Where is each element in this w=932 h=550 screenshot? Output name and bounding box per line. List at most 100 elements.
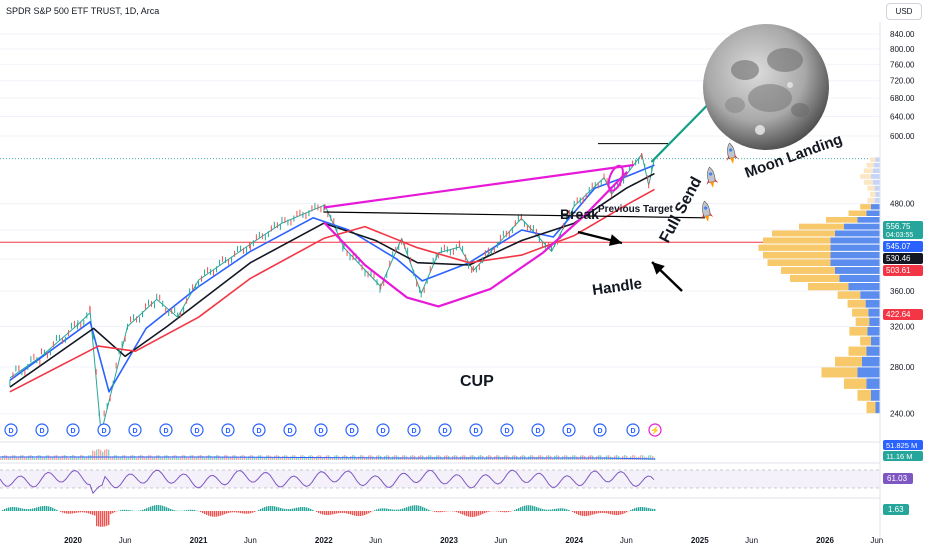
profile-bar-down	[871, 389, 880, 401]
macd-bar	[408, 506, 410, 511]
macd-bar	[248, 511, 250, 514]
price-label: 556.75	[886, 222, 911, 231]
volume-bar	[226, 455, 228, 460]
macd-bar	[488, 511, 490, 512]
macd-bar	[354, 511, 356, 516]
macd-bar	[42, 506, 44, 511]
macd-bar	[252, 511, 254, 513]
macd-bar	[576, 511, 578, 515]
volume-bar	[84, 457, 86, 460]
volume-bar	[424, 457, 426, 460]
target-arrow	[650, 91, 722, 163]
macd-bar	[636, 507, 638, 511]
macd-bar	[82, 511, 84, 513]
macd-bar	[424, 507, 426, 511]
currency-button[interactable]: USD	[886, 3, 922, 20]
x-tick-label: 2026	[816, 536, 834, 545]
volume-bar	[634, 455, 636, 460]
macd-bar	[544, 509, 546, 511]
volume-bar	[386, 455, 388, 460]
volume-bar	[408, 457, 410, 460]
volume-bar	[548, 455, 550, 460]
volume-bar	[324, 456, 326, 460]
profile-bar-up	[849, 326, 868, 336]
macd-bar	[50, 507, 52, 511]
volume-bar	[10, 456, 12, 460]
macd-bar	[34, 507, 36, 511]
profile-bar-down	[868, 308, 880, 317]
dividend-marker-label: D	[8, 428, 13, 435]
macd-bar	[266, 506, 268, 511]
price-label-box	[883, 265, 923, 276]
profile-bar-down	[871, 204, 880, 210]
volume-bar	[24, 456, 26, 460]
macd-bar	[310, 508, 312, 511]
volume-bar	[500, 456, 502, 460]
macd-bar	[282, 508, 284, 511]
volume-bar	[358, 456, 360, 460]
macd-bar	[336, 511, 338, 514]
volume-bar	[372, 456, 374, 460]
volume-bar	[494, 456, 496, 460]
volume-bar	[446, 455, 448, 460]
macd-bar	[556, 508, 558, 511]
macd-bar	[54, 508, 56, 511]
volume-bar	[310, 455, 312, 460]
volume-bar	[2, 455, 4, 460]
volume-bar	[554, 455, 556, 460]
macd-bar	[378, 508, 380, 511]
dividend-marker-label: D	[39, 428, 44, 435]
volume-bar	[326, 455, 328, 460]
volume-bar	[118, 457, 120, 460]
volume-bar	[52, 456, 54, 460]
macd-bar	[88, 511, 90, 514]
macd-bar	[204, 511, 206, 515]
x-tick-label: 2020	[64, 536, 82, 545]
volume-bar	[26, 457, 28, 460]
macd-bar	[276, 506, 278, 511]
volume-bar	[562, 456, 564, 460]
volume-bar	[334, 455, 336, 460]
macd-bar	[404, 507, 406, 511]
macd-bar	[190, 509, 192, 511]
volume-bar	[602, 457, 604, 460]
macd-bar	[104, 511, 106, 527]
macd-bar	[558, 508, 560, 511]
volume-bar	[104, 449, 106, 460]
volume-bar	[266, 455, 268, 460]
volume-bar	[32, 456, 34, 460]
volume-bar	[242, 455, 244, 460]
volume-bar	[296, 456, 298, 460]
dividend-marker-label: D	[504, 428, 509, 435]
volume-bar	[642, 455, 644, 460]
macd-bar	[590, 511, 592, 516]
macd-bar	[562, 508, 564, 511]
volume-bar	[564, 455, 566, 460]
dividend-marker-label: D	[535, 428, 540, 435]
volume-bar	[148, 455, 150, 460]
dividend-marker	[531, 423, 545, 437]
volume-bar	[530, 455, 532, 460]
volume-bar	[476, 457, 478, 460]
macd-bar	[618, 511, 620, 515]
dividend-marker	[252, 423, 266, 437]
volume-bar	[628, 457, 630, 460]
profile-bar-up	[848, 346, 867, 356]
volume-bar	[426, 456, 428, 460]
macd-bar	[342, 511, 344, 513]
macd-bar	[334, 511, 336, 514]
volume-bar	[206, 455, 208, 460]
volume-bar	[62, 455, 64, 460]
volume-bar	[546, 455, 548, 460]
macd-bar	[286, 509, 288, 511]
macd-bar	[332, 511, 334, 515]
macd-bar	[158, 505, 160, 511]
volume-ma-line	[0, 456, 656, 460]
volume-bar	[572, 455, 574, 460]
macd-bar	[172, 509, 174, 511]
volume-bar	[428, 455, 430, 460]
volume-bar	[624, 455, 626, 460]
y-tick-label: 240.00	[890, 410, 915, 419]
volume-bar	[40, 455, 42, 460]
